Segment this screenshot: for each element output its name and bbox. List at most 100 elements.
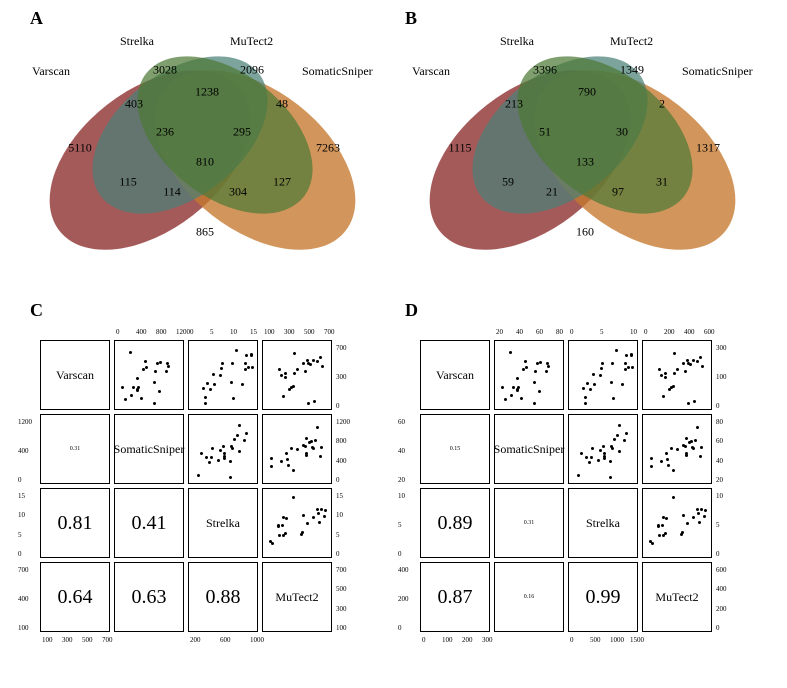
scatter-dot	[285, 452, 288, 455]
scatter-dot	[236, 434, 239, 437]
scatter-dot	[533, 402, 536, 405]
matrix-diag-label: Strelka	[568, 488, 638, 558]
axis-tick: 1000	[610, 636, 624, 644]
axis-tick: 300	[716, 344, 727, 352]
scatter-dot	[284, 532, 287, 535]
axis-tick: 40	[516, 328, 523, 336]
axis-tick: 80	[556, 328, 563, 336]
scatter-dot	[229, 460, 232, 463]
vennB-mss: 2	[659, 97, 665, 112]
scatter-dot	[296, 368, 299, 371]
scatter-dot	[670, 386, 673, 389]
scatter-dot	[704, 509, 707, 512]
vennB-vsss: 97	[612, 185, 624, 200]
venn-a-label-varscan: Varscan	[32, 64, 70, 79]
matrix-scatter-cell	[494, 340, 564, 410]
axis-tick: 0	[716, 402, 720, 410]
venn-a-label-mutect2: MuTect2	[230, 34, 273, 49]
scatter-dot	[153, 381, 156, 384]
scatter-dot	[270, 457, 273, 460]
axis-tick: 0	[570, 636, 574, 644]
axis-tick: 0	[18, 476, 22, 484]
scatter-dot	[665, 452, 668, 455]
axis-tick: 5	[398, 521, 402, 529]
scatter-dot	[217, 459, 220, 462]
scatter-dot	[699, 356, 702, 359]
scatter-dot	[586, 382, 589, 385]
axis-tick: 1200	[336, 418, 350, 426]
scatter-dot	[238, 424, 241, 427]
scatter-dot	[685, 452, 688, 455]
scatter-dot	[660, 374, 663, 377]
vennB-vmss: 21	[546, 185, 558, 200]
vennA-vs: 403	[125, 97, 143, 112]
matrix-scatter-cell	[642, 414, 712, 484]
scatter-dot	[310, 440, 313, 443]
scatter-dot	[136, 377, 139, 380]
scatter-dot	[305, 437, 308, 440]
axis-tick: 0	[570, 328, 574, 336]
venn-a-label-strelka: Strelka	[120, 34, 154, 49]
panel-label-d: D	[405, 300, 418, 321]
scatter-dot	[285, 517, 288, 520]
scatter-dot	[510, 394, 513, 397]
axis-tick: 500	[590, 636, 601, 644]
vennB-strelka-only: 3396	[533, 63, 557, 78]
scatter-dot	[627, 366, 630, 369]
axis-tick: 0	[336, 402, 340, 410]
scatter-dot	[609, 460, 612, 463]
scatter-dot	[312, 447, 315, 450]
vennB-smss: 30	[616, 125, 628, 140]
matrix-corr-value: 0.15	[420, 414, 490, 484]
scatter-dot	[682, 514, 685, 517]
axis-tick: 10	[398, 492, 405, 500]
scatter-dot	[699, 455, 702, 458]
venn-b: Varscan Strelka MuTect2 SomaticSniper 11…	[400, 20, 760, 270]
vennA-sm: 1238	[195, 85, 219, 100]
scatter-dot	[145, 366, 148, 369]
scatter-dot	[585, 456, 588, 459]
scatter-dot	[696, 426, 699, 429]
scatter-dot	[204, 402, 207, 405]
vennB-vm: 59	[502, 175, 514, 190]
vennA-vmss: 114	[163, 185, 181, 200]
scatter-dot	[538, 390, 541, 393]
scatter-dot	[609, 476, 612, 479]
scatter-dot	[625, 432, 628, 435]
scatter-dot	[599, 449, 602, 452]
scatter-dot	[687, 402, 690, 405]
vennA-vsss: 304	[229, 185, 247, 200]
axis-tick: 15	[250, 328, 257, 336]
axis-tick: 0	[716, 550, 720, 558]
matrix-scatter-cell	[262, 340, 332, 410]
scatter-dot	[312, 516, 315, 519]
scatter-dot	[597, 459, 600, 462]
axis-tick: 800	[336, 437, 347, 445]
axis-tick: 1200	[176, 328, 190, 336]
vennA-strelka-only: 3028	[153, 63, 177, 78]
scatter-dot	[312, 359, 315, 362]
axis-tick: 200	[398, 595, 409, 603]
scatter-dot	[545, 370, 548, 373]
axis-tick: 100	[716, 373, 727, 381]
scatter-dot	[703, 515, 706, 518]
scatter-dot	[302, 362, 305, 365]
matrix-diag-label: SomaticSniper	[114, 414, 184, 484]
scatter-dot	[142, 368, 145, 371]
venn-b-label-strelka: Strelka	[500, 34, 534, 49]
axis-tick: 700	[18, 566, 29, 574]
axis-tick: 5	[600, 328, 604, 336]
vennA-mutect2-only: 2096	[240, 63, 264, 78]
scatter-dot	[613, 438, 616, 441]
scatter-dot	[584, 396, 587, 399]
scatter-dot	[154, 370, 157, 373]
scatter-dot	[624, 362, 627, 365]
scatter-dot	[612, 397, 615, 400]
scatter-dot	[603, 457, 606, 460]
axis-tick: 400	[716, 585, 727, 593]
scatter-dot	[238, 450, 241, 453]
scatter-dot	[690, 440, 693, 443]
axis-tick: 200	[190, 636, 201, 644]
axis-tick: 5	[18, 531, 22, 539]
scatter-dot	[320, 446, 323, 449]
